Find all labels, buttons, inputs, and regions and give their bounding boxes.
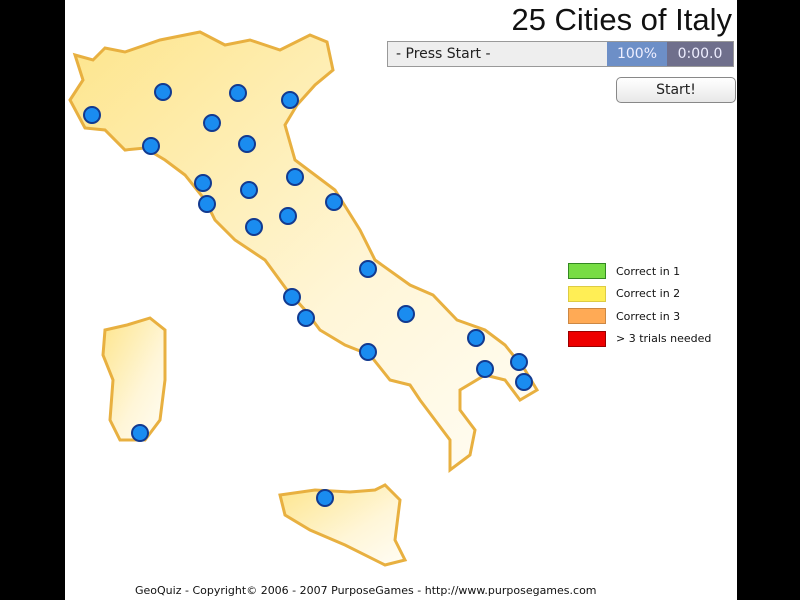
legend-swatch (568, 330, 606, 347)
city-marker[interactable] (476, 360, 494, 378)
city-marker[interactable] (240, 181, 258, 199)
sicily (278, 483, 408, 567)
italy-map (68, 30, 540, 567)
status-text: - Press Start - (396, 46, 491, 62)
sardinia (101, 316, 167, 442)
city-marker[interactable] (279, 207, 297, 225)
legend-label: Correct in 1 (616, 264, 681, 278)
city-marker[interactable] (325, 193, 343, 211)
legend: Correct in 1 Correct in 2 Correct in 3 > 3 … (568, 260, 711, 350)
city-marker[interactable] (359, 260, 377, 278)
city-marker[interactable] (297, 309, 315, 327)
city-marker[interactable] (198, 195, 216, 213)
legend-item: Correct in 3 (568, 305, 711, 328)
city-marker[interactable] (154, 83, 172, 101)
legend-label: Correct in 3 (616, 309, 681, 323)
legend-swatch (568, 263, 606, 280)
game-stage: 25 Cities of Italy - Press Start - 100% … (65, 0, 737, 600)
timer: 0:00.0 (667, 42, 733, 66)
legend-swatch (568, 308, 606, 325)
city-marker[interactable] (203, 114, 221, 132)
legend-label: > 3 trials needed (616, 332, 712, 346)
city-marker[interactable] (131, 424, 149, 442)
quiz-title: 25 Cities of Italy (511, 2, 732, 37)
footer-copyright: GeoQuiz - Copyright© 2006 - 2007 Purpose… (135, 584, 597, 597)
city-marker[interactable] (229, 84, 247, 102)
city-marker[interactable] (316, 489, 334, 507)
city-marker[interactable] (194, 174, 212, 192)
city-marker[interactable] (515, 373, 533, 391)
legend-swatch (568, 285, 606, 302)
city-marker[interactable] (510, 353, 528, 371)
legend-item: Correct in 2 (568, 283, 711, 306)
city-marker[interactable] (359, 343, 377, 361)
city-marker[interactable] (245, 218, 263, 236)
city-marker[interactable] (142, 137, 160, 155)
city-marker[interactable] (286, 168, 304, 186)
legend-item: Correct in 1 (568, 260, 711, 283)
city-marker[interactable] (83, 106, 101, 124)
city-marker[interactable] (397, 305, 415, 323)
progress-percent: 100% (607, 42, 667, 66)
city-marker[interactable] (467, 329, 485, 347)
city-marker[interactable] (281, 91, 299, 109)
city-marker[interactable] (283, 288, 301, 306)
start-button[interactable]: Start! (616, 77, 736, 103)
city-marker[interactable] (238, 135, 256, 153)
legend-item: > 3 trials needed (568, 328, 711, 351)
legend-label: Correct in 2 (616, 287, 681, 301)
status-bar: - Press Start - 100% 0:00.0 (387, 41, 734, 67)
